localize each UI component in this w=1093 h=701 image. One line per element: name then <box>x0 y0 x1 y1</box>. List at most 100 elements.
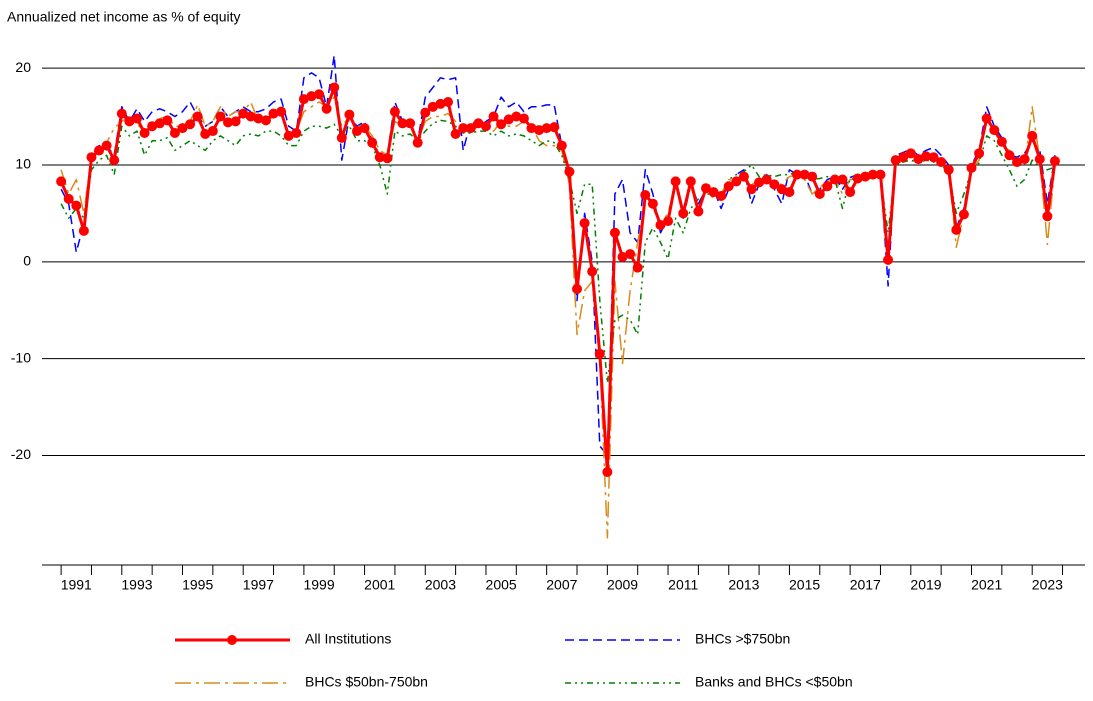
data-point <box>405 118 416 129</box>
legend-marker <box>227 635 237 645</box>
data-point <box>640 189 651 200</box>
data-point <box>116 108 127 119</box>
y-tick-label: 0 <box>23 253 31 269</box>
data-point <box>139 127 150 138</box>
data-point <box>754 177 765 188</box>
data-point <box>572 283 583 294</box>
data-point <box>480 121 491 132</box>
data-point <box>943 164 954 175</box>
data-point <box>147 121 158 132</box>
data-point <box>708 187 719 198</box>
x-tick-label: 1997 <box>243 577 274 593</box>
data-point <box>693 206 704 217</box>
data-point <box>867 169 878 180</box>
data-point <box>412 137 423 148</box>
data-point <box>427 101 438 112</box>
data-point <box>534 125 545 136</box>
data-point <box>351 126 362 137</box>
data-point <box>761 174 772 185</box>
data-point <box>556 140 567 151</box>
y-tick-label: 10 <box>15 156 31 172</box>
data-point <box>958 209 969 220</box>
x-tick-label: 2003 <box>425 577 456 593</box>
y-tick-label: -20 <box>11 446 31 462</box>
data-point <box>450 128 461 139</box>
data-point <box>974 148 985 159</box>
data-point <box>276 106 287 117</box>
data-point <box>367 137 378 148</box>
x-tick-label: 1999 <box>303 577 334 593</box>
data-point <box>488 111 499 122</box>
x-tick-label: 2011 <box>668 577 698 593</box>
data-point <box>883 254 894 265</box>
x-tick-label: 2017 <box>850 577 881 593</box>
data-point <box>245 111 256 122</box>
data-point <box>1019 154 1030 165</box>
data-point <box>473 118 484 129</box>
series-line <box>60 54 1056 457</box>
data-point <box>329 82 340 93</box>
data-point <box>1027 130 1038 141</box>
legend-label: Banks and BHCs <$50bn <box>695 674 853 690</box>
data-point <box>898 152 909 163</box>
x-tick-label: 1993 <box>121 577 152 593</box>
data-point <box>124 116 135 127</box>
data-point <box>260 115 271 126</box>
legend-label: All Institutions <box>305 631 391 647</box>
y-tick-label: 20 <box>15 59 31 75</box>
data-point <box>814 189 825 200</box>
x-tick-label: 2013 <box>728 577 759 593</box>
data-point <box>905 148 916 159</box>
data-point <box>920 151 931 162</box>
data-point <box>71 200 82 211</box>
data-point <box>192 111 203 122</box>
data-point <box>928 152 939 163</box>
data-point <box>913 154 924 165</box>
x-tick-label: 2009 <box>607 577 638 593</box>
data-point <box>56 176 67 187</box>
data-point <box>518 113 529 124</box>
legend-label: BHCs >$750bn <box>695 631 790 647</box>
data-point <box>382 153 393 164</box>
data-point <box>807 171 818 182</box>
data-point <box>336 132 347 143</box>
data-point <box>200 128 211 139</box>
data-point <box>776 184 787 195</box>
data-point <box>966 162 977 173</box>
data-point <box>564 166 575 177</box>
x-tick-label: 2015 <box>789 577 820 593</box>
data-point <box>632 262 643 273</box>
data-point <box>101 140 112 151</box>
x-tick-label: 1991 <box>61 577 92 593</box>
data-point <box>1012 157 1023 168</box>
data-point <box>541 123 552 134</box>
data-point <box>291 127 302 138</box>
y-axis-label: Annualized net income as % of equity <box>7 9 240 25</box>
data-point <box>344 109 355 120</box>
data-point <box>845 187 856 198</box>
x-tick-label: 2007 <box>546 577 577 593</box>
data-point <box>496 119 507 130</box>
data-point <box>784 187 795 198</box>
data-point <box>822 181 833 192</box>
data-point <box>617 251 628 262</box>
data-point <box>1042 211 1053 222</box>
data-point <box>549 122 560 133</box>
data-point <box>996 136 1007 147</box>
data-point <box>63 193 74 204</box>
data-point <box>723 181 734 192</box>
data-point <box>594 348 605 359</box>
x-tick-label: 2023 <box>1032 577 1063 593</box>
legend-label: BHCs $50bn-750bn <box>305 674 428 690</box>
data-point <box>185 119 196 130</box>
data-point <box>746 184 757 195</box>
data-point <box>443 96 454 107</box>
data-point <box>1034 154 1045 165</box>
data-point <box>579 218 590 229</box>
data-point <box>215 111 226 122</box>
data-point <box>951 224 962 235</box>
data-point <box>253 113 264 124</box>
data-point <box>602 467 613 478</box>
data-point <box>321 103 332 114</box>
data-point <box>154 118 165 129</box>
